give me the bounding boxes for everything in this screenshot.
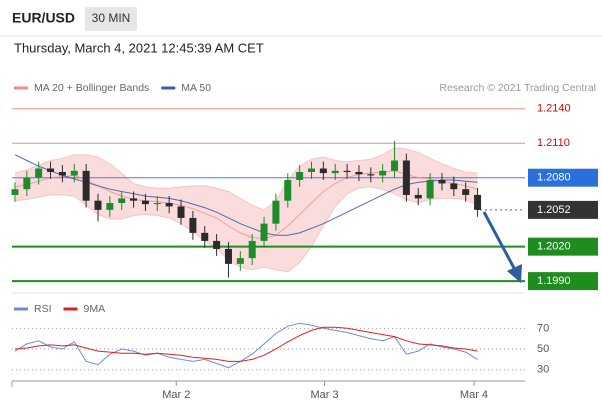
candle-body — [82, 170, 90, 201]
candle-body — [189, 217, 197, 233]
candle-body — [260, 223, 268, 241]
candle-body — [11, 189, 19, 195]
candle-body — [379, 170, 387, 176]
level-label: 1.2140 — [537, 103, 571, 115]
bollinger-upper — [14, 147, 478, 211]
x-tick-label: Mar 3 — [310, 389, 338, 401]
candle-body — [177, 206, 185, 218]
bollinger-lower — [14, 186, 478, 273]
candle-body — [272, 200, 280, 224]
candle-body — [70, 170, 78, 176]
candle-body — [94, 200, 102, 210]
forecast-arrow — [482, 211, 516, 269]
candle-body — [165, 202, 173, 207]
timestamp: Thursday, March 4, 2021 12:45:39 AM CET — [14, 40, 264, 55]
candle-body — [343, 170, 351, 172]
level-label: 1.2020 — [537, 241, 571, 253]
legend-label: RSI — [34, 303, 52, 315]
candle-body — [118, 198, 126, 203]
candle-body — [414, 194, 422, 199]
level-label: 1.1990 — [537, 275, 571, 287]
y-tick-label: 70 — [537, 322, 549, 334]
legend-label: MA 50 — [181, 82, 211, 94]
candle-body — [296, 171, 304, 181]
indicator-line — [14, 326, 478, 362]
candle-body — [438, 180, 446, 184]
bollinger-fill — [15, 147, 478, 272]
legend-label: MA 20 + Bollinger Bands — [34, 82, 149, 94]
ma-line — [14, 170, 478, 240]
interval-pill — [85, 7, 137, 31]
symbol: EUR/USD — [12, 10, 75, 26]
candle-body — [236, 258, 244, 264]
forecast-arrowhead — [507, 264, 522, 283]
candle-body — [426, 180, 434, 199]
level-label: 1.2080 — [537, 172, 571, 184]
level-label: 1.2052 — [537, 204, 571, 216]
level-label-box — [528, 200, 598, 219]
level-label-box — [528, 237, 598, 256]
candle-body — [58, 171, 66, 176]
candle-body — [47, 168, 55, 172]
candle-body — [355, 171, 363, 175]
candle-body — [201, 232, 209, 241]
candle-body — [474, 194, 482, 210]
candle-body — [391, 160, 399, 171]
x-tick-label: Mar 4 — [460, 389, 488, 401]
ma-line — [14, 154, 478, 236]
indicator-line — [14, 322, 478, 369]
interval: 30 MIN — [92, 11, 131, 25]
candle-body — [23, 177, 31, 190]
level-label-box — [528, 168, 598, 187]
credit: Research © 2021 Trading Central — [439, 82, 596, 94]
x-tick-label: Mar 2 — [162, 389, 190, 401]
level-label: 1.2110 — [537, 137, 570, 149]
y-tick-label: 50 — [537, 343, 549, 355]
candle-body — [213, 240, 221, 249]
level-label-box — [528, 272, 598, 291]
legend-label: 9MA — [84, 303, 106, 315]
candle-body — [450, 183, 458, 190]
candle-body — [367, 174, 375, 176]
candle-body — [319, 168, 327, 174]
candle-body — [106, 202, 114, 210]
candle-body — [130, 198, 138, 201]
candle-body — [462, 189, 470, 195]
candle-body — [248, 240, 256, 259]
candle-body — [35, 168, 43, 178]
y-tick-label: 30 — [537, 364, 549, 376]
candle-body — [224, 248, 232, 264]
candle-body — [284, 180, 292, 201]
candle-body — [141, 200, 149, 205]
candle-body — [153, 202, 161, 205]
candle-body — [402, 160, 410, 195]
candle-body — [307, 168, 315, 172]
candle-body — [331, 170, 339, 174]
